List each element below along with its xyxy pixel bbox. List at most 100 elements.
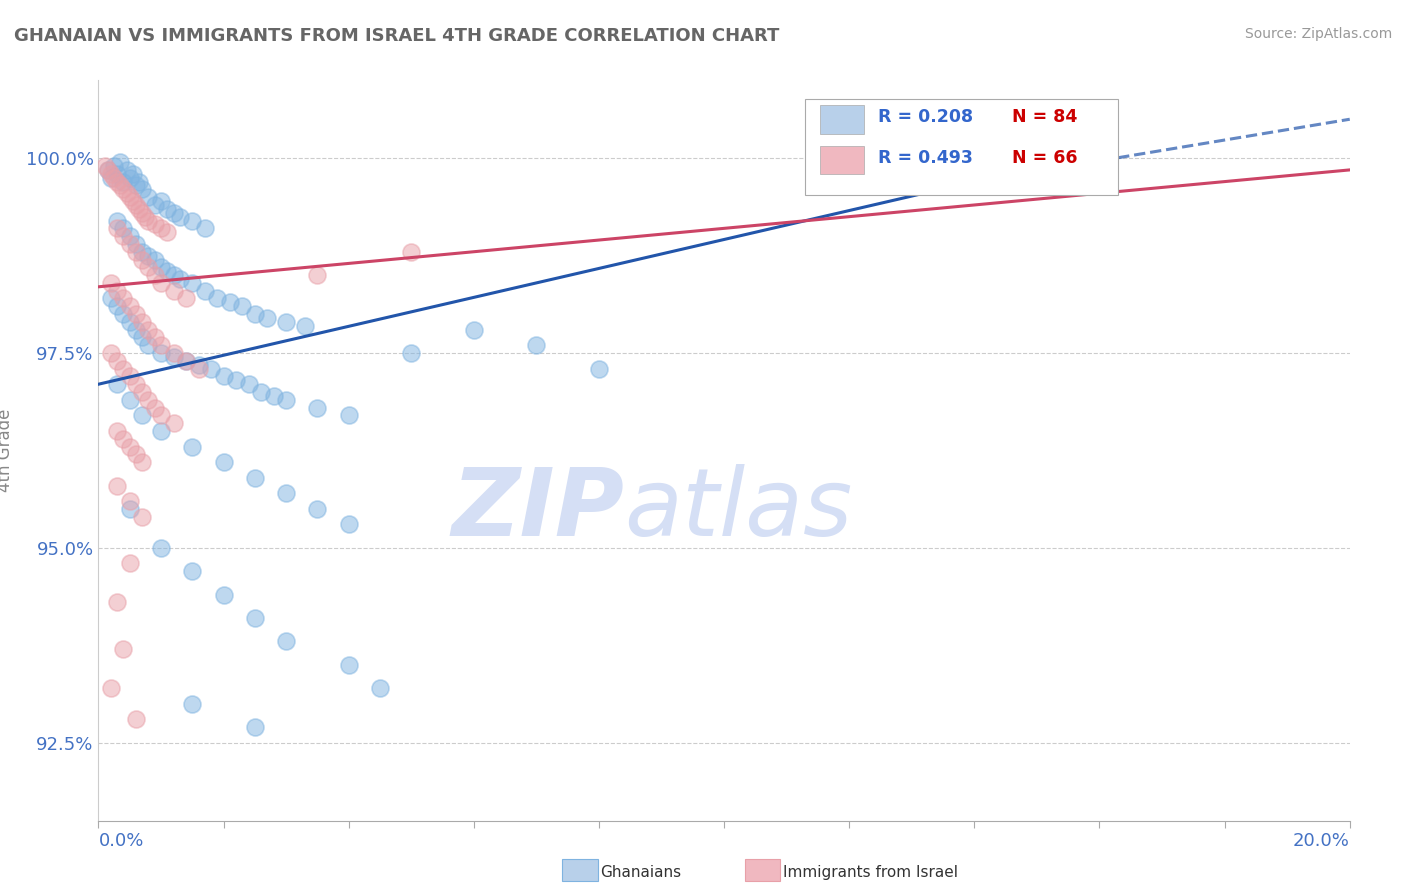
Point (181, 440, 204, 454)
Point (131, 509, 153, 524)
Point (118, 557, 141, 571)
Point (138, 323, 160, 337)
FancyBboxPatch shape (821, 105, 865, 134)
Point (125, 447, 148, 461)
Point (138, 338, 160, 352)
Point (131, 384, 153, 399)
Point (100, 681, 122, 695)
Point (112, 642, 135, 657)
Point (181, 564, 204, 578)
Point (105, 424, 128, 438)
Point (181, 213, 204, 227)
Point (243, 611, 266, 625)
Point (162, 346, 184, 360)
Point (150, 541, 173, 555)
Point (134, 210, 156, 224)
Point (294, 318, 316, 333)
Text: Ghanaians: Ghanaians (600, 865, 682, 880)
Point (105, 354, 128, 368)
Point (274, 486, 298, 500)
Point (105, 284, 128, 298)
Point (112, 432, 135, 446)
Point (256, 310, 278, 325)
Point (125, 236, 148, 251)
Point (143, 330, 166, 344)
Point (112, 182, 135, 196)
Text: ZIP: ZIP (451, 464, 624, 556)
Point (125, 712, 148, 726)
Point (181, 697, 204, 711)
Point (112, 361, 135, 376)
Point (150, 424, 173, 438)
Point (125, 377, 148, 392)
Point (162, 268, 184, 282)
Point (115, 186, 138, 201)
Point (150, 409, 173, 423)
Point (105, 221, 128, 235)
Text: R = 0.493: R = 0.493 (877, 149, 973, 167)
Point (200, 361, 222, 376)
Point (118, 170, 141, 185)
Point (588, 361, 610, 376)
Point (156, 264, 179, 278)
Text: 20.0%: 20.0% (1294, 832, 1350, 850)
Point (105, 377, 128, 392)
Point (181, 276, 204, 290)
Point (131, 182, 153, 196)
Point (238, 377, 260, 392)
Point (128, 175, 150, 189)
Point (243, 307, 266, 321)
Point (150, 346, 173, 360)
Point (125, 244, 148, 259)
Point (156, 225, 179, 239)
Text: N = 66: N = 66 (1012, 149, 1077, 167)
Point (97, 162, 120, 177)
Point (105, 299, 128, 313)
Point (143, 252, 166, 267)
Point (150, 338, 173, 352)
Point (110, 178, 132, 193)
Point (138, 213, 160, 227)
Point (143, 218, 166, 232)
Point (212, 455, 235, 469)
Point (138, 190, 160, 204)
FancyBboxPatch shape (821, 146, 865, 174)
Point (100, 170, 122, 185)
Point (463, 323, 485, 337)
Point (105, 167, 128, 181)
Point (337, 409, 360, 423)
Point (118, 494, 141, 508)
Point (118, 502, 141, 516)
Point (138, 249, 160, 263)
Point (307, 268, 329, 282)
Point (225, 373, 247, 387)
Point (112, 292, 135, 306)
Point (162, 206, 184, 220)
Text: R = 0.208: R = 0.208 (877, 108, 973, 127)
Text: N = 84: N = 84 (1012, 108, 1077, 127)
Point (150, 194, 173, 208)
Point (105, 213, 128, 227)
Point (143, 401, 166, 415)
Point (138, 260, 160, 275)
Point (187, 361, 209, 376)
Text: 0.0%: 0.0% (98, 832, 143, 850)
Point (307, 502, 329, 516)
Point (401, 346, 423, 360)
Point (121, 167, 143, 181)
Point (112, 221, 135, 235)
Point (143, 268, 166, 282)
Point (110, 155, 132, 169)
Point (125, 198, 148, 212)
Point (143, 198, 166, 212)
Point (118, 315, 141, 329)
Point (118, 369, 141, 384)
Point (131, 455, 153, 469)
Point (131, 315, 153, 329)
Point (337, 657, 360, 672)
Point (100, 292, 122, 306)
Point (156, 202, 179, 216)
Point (162, 416, 184, 430)
Point (118, 440, 141, 454)
Point (131, 252, 153, 267)
